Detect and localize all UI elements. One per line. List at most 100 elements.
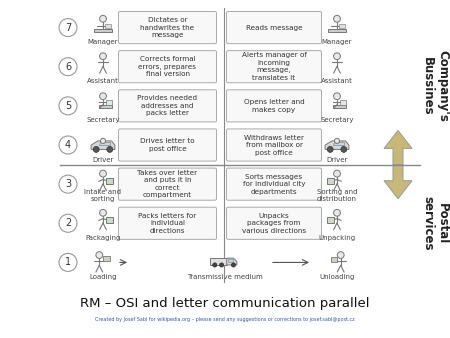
Circle shape [99,15,106,22]
FancyBboxPatch shape [226,129,321,161]
Text: Created by Josef Sabl for wikipedia.org – please send any suggestions or correct: Created by Josef Sabl for wikipedia.org … [95,317,355,322]
FancyBboxPatch shape [226,207,321,239]
Circle shape [59,19,77,37]
Polygon shape [91,141,115,149]
FancyBboxPatch shape [105,24,111,28]
Circle shape [100,138,106,143]
Polygon shape [227,258,237,265]
Text: 2: 2 [65,218,71,228]
Text: Provides needed
addresses and
packs letter: Provides needed addresses and packs lett… [137,95,198,116]
Text: Sorting and
distribution: Sorting and distribution [317,189,357,202]
Text: Secretary: Secretary [320,117,354,123]
Text: Unpacking: Unpacking [319,235,356,241]
FancyBboxPatch shape [118,11,216,44]
Polygon shape [325,141,349,149]
Text: Sorts messages
for individual city
departments: Sorts messages for individual city depar… [243,174,305,195]
Circle shape [333,15,340,22]
FancyBboxPatch shape [118,129,216,161]
Text: Assistant: Assistant [87,78,119,84]
FancyBboxPatch shape [118,51,216,83]
Circle shape [59,214,77,232]
FancyBboxPatch shape [103,256,109,261]
Text: Packs letters for
individual
directions: Packs letters for individual directions [139,213,197,234]
Text: Intake and
sorting: Intake and sorting [85,189,122,202]
Circle shape [59,175,77,193]
Text: Assistant: Assistant [321,78,353,84]
Text: Postal
services: Postal services [421,196,449,250]
Text: Alerts manager of
incoming
message,
translates it: Alerts manager of incoming message, tran… [242,52,306,81]
FancyBboxPatch shape [106,217,113,223]
Circle shape [220,263,224,267]
Text: Driver: Driver [92,156,114,163]
Circle shape [59,136,77,154]
Polygon shape [99,142,110,145]
Circle shape [334,138,340,143]
Text: Company's
Bussines: Company's Bussines [421,50,449,122]
FancyBboxPatch shape [106,178,113,184]
Circle shape [99,53,106,59]
Circle shape [96,252,103,259]
FancyBboxPatch shape [118,90,216,122]
FancyBboxPatch shape [226,90,321,122]
Polygon shape [333,142,344,145]
FancyBboxPatch shape [330,257,338,262]
Circle shape [213,263,217,267]
FancyBboxPatch shape [333,105,346,108]
FancyBboxPatch shape [118,168,216,200]
Text: Corrects formal
errors, prepares
final version: Corrects formal errors, prepares final v… [139,56,197,77]
FancyBboxPatch shape [99,105,112,108]
Text: Packaging: Packaging [86,235,121,241]
Circle shape [99,209,106,216]
Text: Manager: Manager [322,39,352,45]
Text: RM – OSI and letter communication parallel: RM – OSI and letter communication parall… [80,296,370,310]
Circle shape [341,146,347,152]
Circle shape [59,58,77,76]
Circle shape [338,252,344,259]
Text: Dictates or
handwrites the
message: Dictates or handwrites the message [140,17,194,38]
Text: 4: 4 [65,140,71,150]
Text: 7: 7 [65,23,71,32]
Circle shape [93,146,99,152]
FancyBboxPatch shape [94,29,112,32]
Circle shape [99,170,106,177]
Text: Transmissive medium: Transmissive medium [187,274,263,280]
Circle shape [59,97,77,115]
Text: 3: 3 [65,179,71,189]
Circle shape [99,93,106,100]
Text: Withdraws letter
from mailbox or
post office: Withdraws letter from mailbox or post of… [244,135,304,155]
Text: Unloading: Unloading [320,274,355,280]
Polygon shape [384,130,412,165]
Text: 6: 6 [65,62,71,72]
Text: Drives letter to
post office: Drives letter to post office [140,138,195,152]
FancyBboxPatch shape [327,217,334,223]
Circle shape [231,263,236,267]
Circle shape [333,170,340,177]
FancyBboxPatch shape [210,258,227,265]
Text: Reads message: Reads message [246,25,302,30]
Text: Loading: Loading [89,274,117,280]
FancyBboxPatch shape [226,168,321,200]
Polygon shape [228,259,233,262]
Circle shape [59,254,77,271]
Text: Opens letter and
makes copy: Opens letter and makes copy [243,99,304,113]
FancyBboxPatch shape [327,178,334,184]
FancyBboxPatch shape [226,51,321,83]
Text: 1: 1 [65,258,71,267]
Circle shape [333,209,340,216]
Text: Takes over letter
and puts it in
correct
compartment: Takes over letter and puts it in correct… [137,170,198,198]
Circle shape [327,146,333,152]
Circle shape [333,53,340,59]
FancyBboxPatch shape [328,29,346,32]
Text: Unpacks
packages from
various directions: Unpacks packages from various directions [242,213,306,234]
FancyBboxPatch shape [339,24,345,28]
FancyBboxPatch shape [340,100,346,105]
Text: 5: 5 [65,101,71,111]
Polygon shape [384,165,412,199]
FancyBboxPatch shape [106,100,112,105]
Circle shape [107,146,113,152]
Text: Driver: Driver [326,156,348,163]
FancyBboxPatch shape [226,11,321,44]
Text: Manager: Manager [88,39,118,45]
Text: Secretary: Secretary [86,117,120,123]
Circle shape [333,93,340,100]
